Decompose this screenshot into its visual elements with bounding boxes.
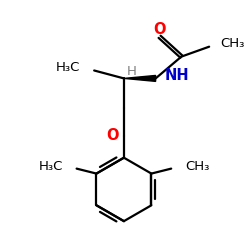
Text: O: O (106, 128, 118, 144)
Text: H₃C: H₃C (38, 160, 63, 173)
Text: NH: NH (164, 68, 189, 83)
Polygon shape (124, 76, 156, 82)
Text: CH₃: CH₃ (185, 160, 210, 173)
Text: H₃C: H₃C (56, 61, 80, 74)
Text: H: H (127, 65, 137, 78)
Text: O: O (153, 22, 166, 37)
Text: CH₃: CH₃ (220, 37, 244, 50)
